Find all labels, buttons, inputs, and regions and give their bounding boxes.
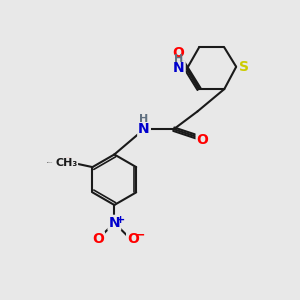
Text: O: O <box>127 232 139 246</box>
Text: +: + <box>116 215 125 225</box>
Text: methoxy: methoxy <box>47 162 53 163</box>
Text: N: N <box>173 61 184 75</box>
Text: O: O <box>92 232 104 246</box>
Text: O: O <box>63 156 74 169</box>
Text: S: S <box>238 60 249 74</box>
Text: H: H <box>140 114 149 124</box>
Text: H: H <box>174 54 184 64</box>
Text: N: N <box>138 122 150 136</box>
Text: CH₃: CH₃ <box>55 158 78 168</box>
Text: −: − <box>135 228 146 241</box>
Text: N: N <box>109 216 120 230</box>
Text: O: O <box>197 133 208 147</box>
Text: O: O <box>172 46 184 59</box>
